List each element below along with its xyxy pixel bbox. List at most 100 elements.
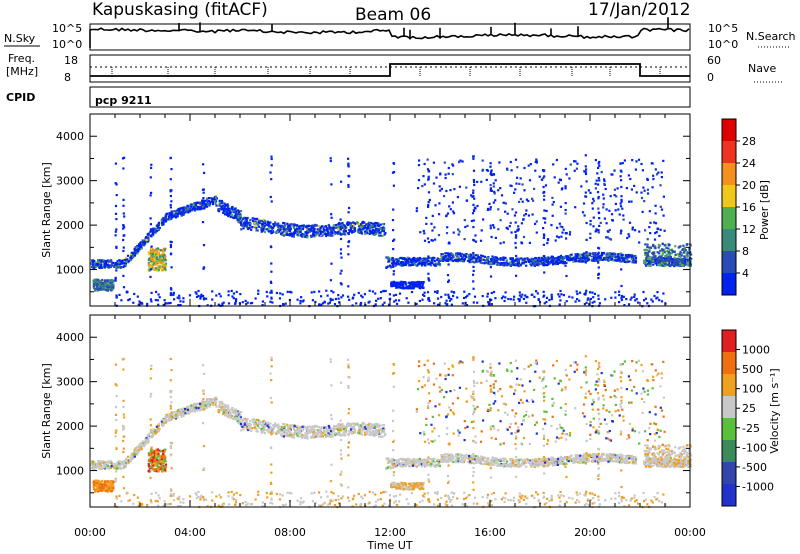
power-cell [169, 203, 172, 207]
power-cell [551, 203, 554, 206]
power-cell [516, 257, 519, 260]
power-cell [656, 260, 659, 263]
power-cell [477, 256, 481, 259]
power-cell [177, 304, 180, 307]
power-cell [404, 287, 408, 290]
power-cell [94, 289, 97, 292]
power-cell [240, 223, 243, 226]
power-cell [479, 239, 483, 242]
power-cell [369, 229, 372, 232]
power-cell [94, 283, 97, 286]
power-cell [416, 281, 419, 284]
power-cell [457, 233, 460, 236]
power-cell [634, 168, 637, 171]
power-cell [133, 254, 136, 257]
power-cell [232, 297, 235, 300]
power-cell [320, 303, 323, 306]
power-cell [318, 290, 321, 293]
power-cell [401, 286, 404, 290]
power-cell [625, 254, 628, 257]
power-cell [226, 203, 229, 206]
power-cell [660, 257, 663, 261]
power-cell [648, 256, 651, 260]
power-cell [497, 228, 500, 231]
power-cell [312, 232, 315, 235]
power-cell [367, 227, 370, 230]
power-cell [575, 167, 578, 170]
power-cell [375, 227, 378, 230]
power-cell [667, 261, 670, 264]
power-cell [167, 302, 170, 305]
velocity-cell [265, 429, 268, 432]
power-cell [129, 258, 132, 261]
power-cell [578, 291, 582, 294]
power-cell [130, 255, 133, 258]
power-cell [118, 264, 121, 267]
velocity-cell [444, 459, 447, 462]
power-cell [423, 294, 426, 297]
power-cell [323, 231, 326, 234]
power-cell [122, 274, 125, 277]
power-cell [526, 296, 529, 299]
power-cell [550, 298, 553, 301]
power-cell [617, 208, 620, 211]
power-cell [658, 234, 661, 237]
power-cell [278, 297, 282, 300]
power-cell [360, 225, 363, 229]
velocity-cell [371, 434, 374, 437]
power-cell [664, 255, 667, 258]
power-cell [597, 272, 601, 275]
power-cell [619, 232, 622, 235]
power-cell [597, 277, 600, 280]
power-cell [534, 169, 537, 172]
velocity-cell [327, 424, 330, 428]
velocity-cell [102, 463, 105, 466]
power-cell [98, 266, 101, 269]
power-cell [398, 292, 402, 295]
power-cell [630, 257, 634, 260]
power-cell [367, 225, 370, 228]
power-cell [539, 258, 542, 261]
power-cell [597, 195, 600, 199]
velocity-cell [626, 461, 629, 464]
velocity-cell [182, 413, 185, 416]
power-cell [662, 257, 665, 260]
velocity-cell [117, 467, 120, 470]
power-cell [122, 227, 125, 230]
power-cell [614, 291, 617, 294]
power-cell [536, 263, 539, 266]
power-cell [444, 176, 447, 180]
power-cell [160, 256, 163, 260]
power-cell [325, 227, 328, 230]
power-cell [336, 231, 339, 234]
power-cell [482, 258, 485, 261]
power-cell [179, 212, 182, 215]
velocity-cell [257, 420, 260, 423]
power-cell [560, 255, 564, 259]
power-cell [158, 253, 161, 256]
power-cell [318, 228, 321, 231]
velocity-cell [483, 456, 486, 459]
velocity-cell [392, 459, 395, 462]
power-cell [472, 280, 475, 283]
power-cell [271, 301, 274, 304]
power-cell [447, 166, 450, 170]
power-cell [112, 279, 115, 282]
power-cell [516, 263, 519, 266]
power-cell [550, 293, 553, 296]
power-cell [517, 261, 520, 264]
power-cell [580, 260, 583, 263]
power-cell [157, 226, 160, 229]
power-cell [201, 203, 204, 206]
power-cell [472, 178, 475, 182]
power-cell [472, 219, 475, 222]
power-cell [231, 206, 234, 209]
power-cell [646, 177, 649, 181]
power-cell [302, 227, 305, 230]
power-cell [190, 205, 193, 208]
power-cell [585, 251, 588, 254]
power-cell [223, 213, 227, 216]
power-cell [162, 248, 165, 251]
power-cell [104, 263, 107, 266]
power-cell [366, 232, 369, 235]
